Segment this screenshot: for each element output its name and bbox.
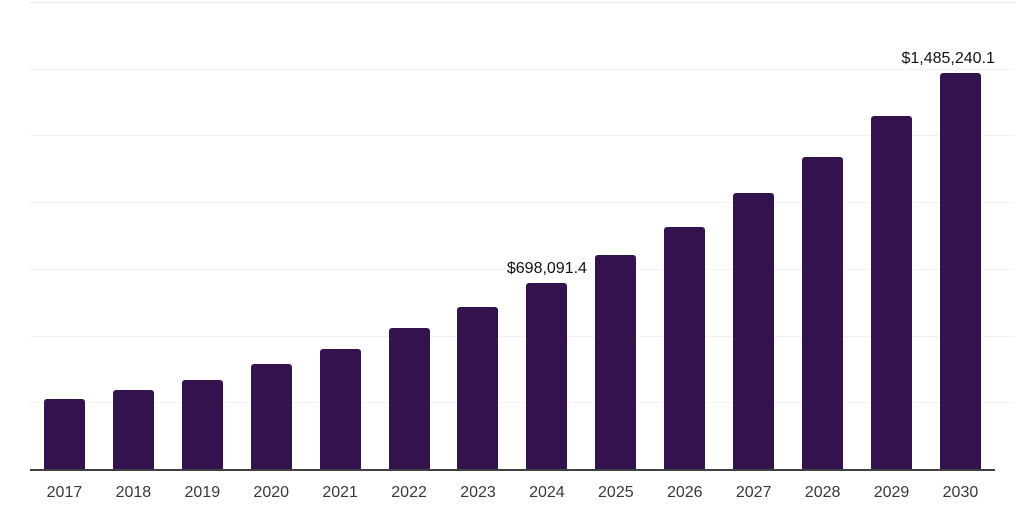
gridline bbox=[30, 402, 1014, 404]
x-tick-label-2022: 2022 bbox=[391, 484, 427, 501]
bar-2019[interactable] bbox=[181, 379, 223, 469]
bar-2017[interactable] bbox=[43, 399, 85, 469]
bar-slot-2027 bbox=[719, 2, 788, 469]
bar-2027[interactable] bbox=[733, 193, 775, 469]
bar-2024[interactable] bbox=[526, 282, 568, 469]
gridline bbox=[30, 68, 1014, 70]
bar-2029[interactable] bbox=[871, 116, 913, 469]
bar-slot-2018 bbox=[99, 2, 168, 469]
bar-slot-2021 bbox=[306, 2, 375, 469]
x-axis-line bbox=[30, 469, 995, 471]
bar-slot-2025 bbox=[581, 2, 650, 469]
gridline bbox=[30, 268, 1014, 270]
bar-2030[interactable] bbox=[939, 72, 981, 469]
bar-value-label-2030: $1,485,240.1 bbox=[901, 49, 995, 67]
x-tick-label-2028: 2028 bbox=[804, 484, 841, 501]
bar-value-label-2024: $698,091.4 bbox=[506, 259, 587, 277]
bar-slot-2026 bbox=[650, 2, 719, 469]
x-tick-label-2026: 2026 bbox=[666, 484, 703, 501]
bar-slot-2019 bbox=[168, 2, 237, 469]
bar-slot-2023 bbox=[444, 2, 513, 469]
bar-slot-2017 bbox=[30, 2, 99, 469]
x-tick-label-2018: 2018 bbox=[115, 484, 152, 501]
x-tick-label-2017: 2017 bbox=[46, 484, 83, 501]
bar-slot-2028 bbox=[788, 2, 857, 469]
bar-2020[interactable] bbox=[250, 363, 292, 469]
gridline bbox=[30, 2, 1014, 3]
x-tick-label-2027: 2027 bbox=[735, 484, 772, 501]
bar-slot-2022 bbox=[375, 2, 444, 469]
x-tick-label-2025: 2025 bbox=[598, 484, 634, 501]
gridline bbox=[30, 335, 1014, 337]
x-tick-label-2020: 2020 bbox=[253, 484, 290, 501]
x-tick-label-2019: 2019 bbox=[184, 484, 221, 501]
bar-2021[interactable] bbox=[319, 348, 361, 469]
x-tick-label-2029: 2029 bbox=[873, 484, 910, 501]
bar-slot-2030: $1,485,240.1 bbox=[901, 2, 995, 469]
x-tick-label-2030: 2030 bbox=[942, 484, 979, 501]
bar-2022[interactable] bbox=[388, 328, 430, 469]
bar-slot-2029 bbox=[857, 2, 926, 469]
plot-area: $698,091.4 $1,485,240.1 bbox=[30, 2, 995, 469]
bar-slot-2020 bbox=[237, 2, 306, 469]
bar-2026[interactable] bbox=[664, 226, 706, 469]
bar-slot-2024: $698,091.4 bbox=[507, 2, 587, 469]
bar-2028[interactable] bbox=[802, 156, 844, 469]
x-tick-label-2024: 2024 bbox=[529, 484, 565, 501]
x-tick-label-2021: 2021 bbox=[322, 484, 358, 501]
gridline bbox=[30, 135, 1014, 137]
bar-2023[interactable] bbox=[457, 306, 499, 469]
gridline bbox=[30, 202, 1014, 204]
bar-2018[interactable] bbox=[112, 390, 154, 469]
bar-2025[interactable] bbox=[595, 254, 637, 469]
x-tick-label-2023: 2023 bbox=[460, 484, 496, 501]
x-axis-labels: 2017 2018 2019 2020 2021 2022 2023 2024 2025 2026… bbox=[30, 484, 995, 502]
